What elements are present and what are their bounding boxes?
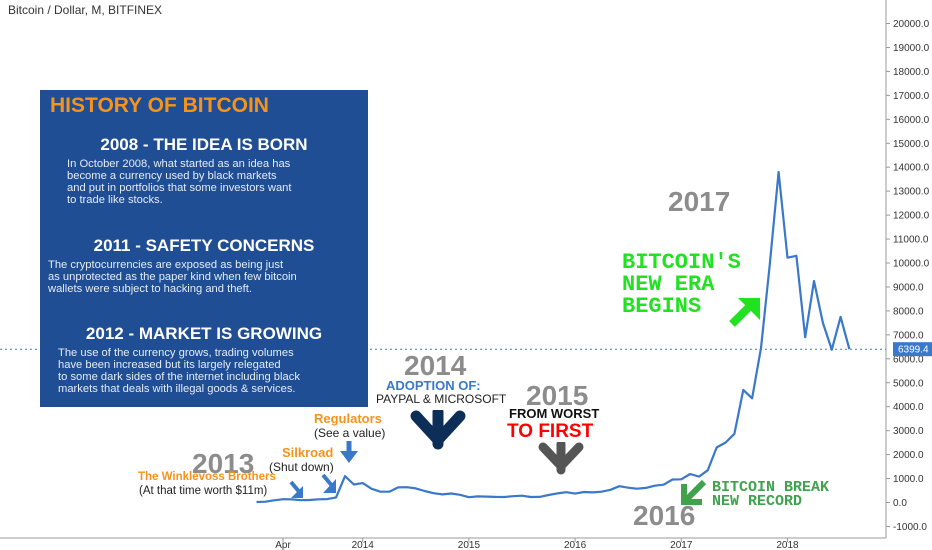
y-tick-label: 17000.0	[893, 91, 930, 102]
regulators-label: Regulators	[314, 411, 382, 426]
y-tick-label: 0.0	[893, 498, 907, 509]
section-2008-heading: 2008 - THE IDEA IS BORN	[100, 135, 308, 154]
arrow-down-icon	[538, 442, 584, 475]
from-worst-label: FROM WORST	[509, 406, 600, 421]
year-2013-label: 2013	[192, 448, 255, 479]
y-tick-label: 14000.0	[893, 163, 930, 174]
arrow-down-icon	[340, 441, 358, 463]
x-tick-label: 2016	[564, 540, 587, 550]
new-era-line-2: NEW ERA	[622, 272, 715, 297]
x-tick-label: 2015	[458, 540, 481, 550]
current-price-tag: 6399.4	[893, 342, 932, 357]
price-line	[256, 170, 851, 504]
to-first-label: TO FIRST	[507, 421, 594, 442]
x-tick-label: Apr	[275, 540, 291, 550]
winklevoss-label: The Winklevoss Brothers	[138, 471, 276, 483]
section-2008-body: In October 2008, what started as an idea…	[67, 158, 292, 206]
silkroad-sublabel: (Shut down)	[269, 460, 334, 474]
arrow-up-right-icon	[729, 298, 760, 327]
y-tick-label: 2000.0	[893, 450, 924, 461]
adoption-label: ADOPTION OF:	[386, 378, 481, 393]
year-2014-label: 2014	[404, 350, 467, 381]
silkroad-label: Silkroad	[282, 445, 334, 460]
y-tick-label: 16000.0	[893, 115, 930, 126]
regulators-sublabel: (See a value)	[314, 426, 386, 440]
y-tick-label: 13000.0	[893, 187, 930, 198]
new-era-line-3: BEGINS	[622, 294, 702, 319]
bitcoin-break-label: BITCOIN BREAK	[712, 479, 830, 496]
x-tick-label: 2018	[776, 540, 799, 550]
winklevoss-sublabel: (At that time worth $11m)	[139, 485, 268, 497]
y-tick-label: 4000.0	[893, 402, 924, 413]
y-tick-label: 10000.0	[893, 259, 930, 270]
arrow-up-right-icon	[681, 480, 707, 505]
arrow-down-icon	[410, 410, 466, 450]
year-2016-label: 2016	[633, 500, 696, 531]
section-2012-heading: 2012 - MARKET IS GROWING	[85, 324, 323, 343]
section-2012-body: The use of the currency grows, trading v…	[58, 347, 300, 395]
y-tick-label: 19000.0	[893, 43, 930, 54]
x-tick-label: 2017	[670, 540, 693, 550]
y-tick-label: -1000.0	[893, 522, 927, 533]
new-record-label: NEW RECORD	[712, 493, 803, 510]
y-tick-label: 1000.0	[893, 474, 924, 485]
arrow-down-icon	[321, 473, 336, 493]
year-2017-label: 2017	[668, 186, 731, 217]
section-2011-body: The cryptocurrencies are exposed as bein…	[48, 259, 297, 295]
current-price-label: 6399.4	[898, 345, 929, 356]
year-2015-label: 2015	[526, 380, 589, 411]
x-tick-label: 2014	[352, 540, 375, 550]
new-era-line-1: BITCOIN'S	[622, 250, 741, 275]
y-tick-label: 12000.0	[893, 211, 930, 222]
info-box-title: HISTORY OF BITCOIN	[50, 94, 269, 117]
adoption-sublabel: PAYPAL & MICROSOFT	[376, 392, 507, 406]
y-tick-label: 20000.0	[893, 19, 930, 30]
y-tick-label: 18000.0	[893, 67, 930, 78]
arrow-down-icon	[289, 480, 303, 498]
y-tick-label: 3000.0	[893, 426, 924, 437]
y-tick-label: 9000.0	[893, 282, 924, 293]
y-tick-label: 11000.0	[893, 235, 929, 246]
chart-header-title: Bitcoin / Dollar, M, BITFINEX	[8, 3, 163, 17]
history-info-box: HISTORY OF BITCOIN 2008 - THE IDEA IS BO…	[40, 90, 368, 407]
section-2011-heading: 2011 - SAFETY CONCERNS	[93, 236, 315, 255]
y-tick-label: 8000.0	[893, 306, 924, 317]
y-tick-label: 15000.0	[893, 139, 930, 150]
y-tick-label: 7000.0	[893, 330, 924, 341]
y-tick-label: 5000.0	[893, 378, 924, 389]
y-tick-label: 6000.0	[893, 354, 924, 365]
